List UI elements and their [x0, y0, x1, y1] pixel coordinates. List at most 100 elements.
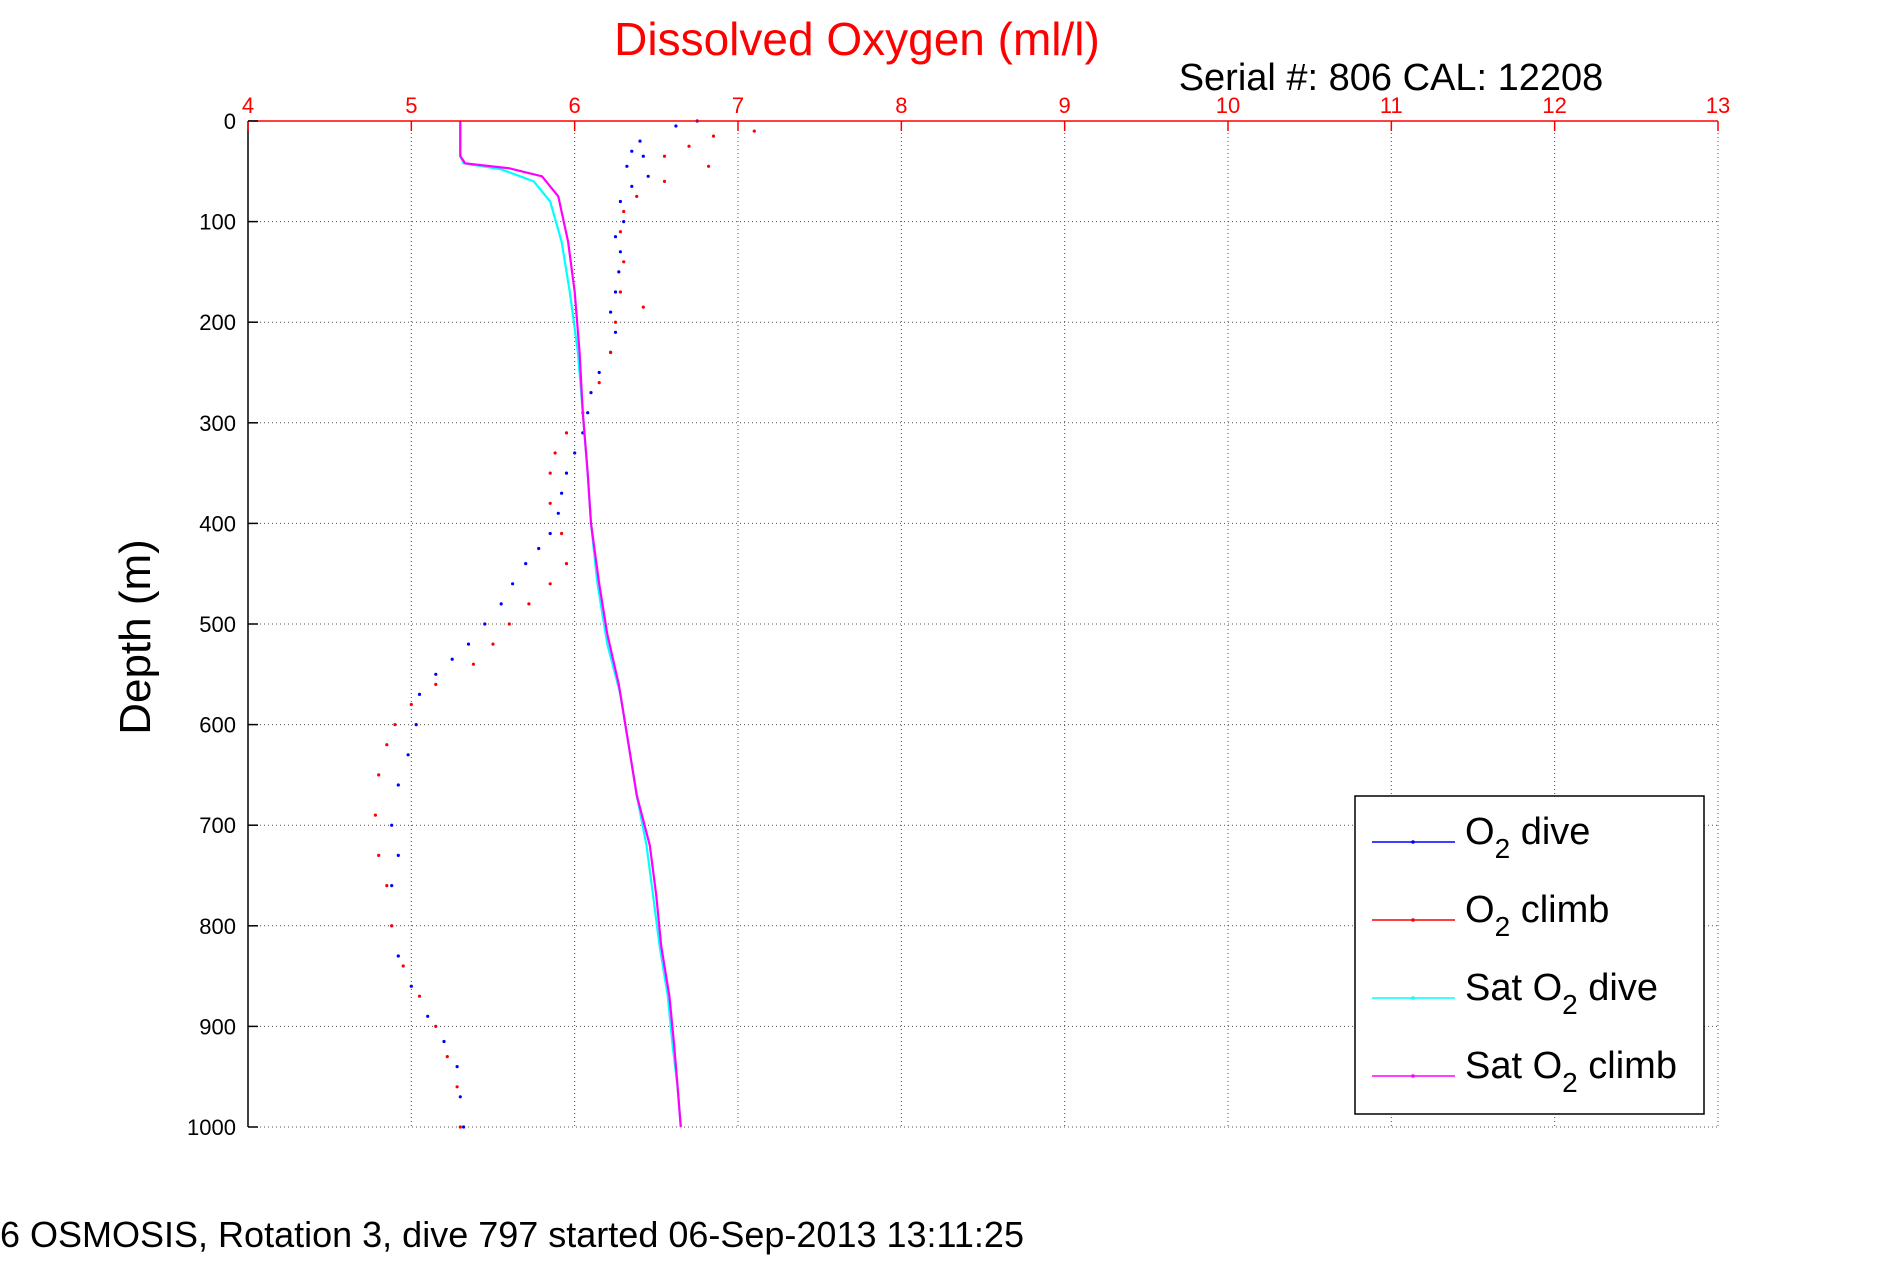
data-point	[507, 622, 511, 626]
legend: O2 dive O2 climb Sat O2 dive Sat O2 climb	[1354, 795, 1705, 1115]
data-point	[458, 1125, 462, 1129]
axes: 4 5 6 7 8 9 10 11 12 13 0 100 200 300 400 500 600 700 800 9…	[187, 93, 1730, 1140]
data-point	[434, 672, 438, 676]
data-point	[377, 853, 381, 858]
data-point	[613, 235, 618, 239]
data-point	[396, 783, 400, 787]
x-tick-label: 6	[569, 93, 581, 118]
data-point	[622, 209, 626, 214]
legend-marker	[1411, 996, 1415, 1000]
series-1	[373, 129, 756, 1129]
data-point	[385, 743, 389, 747]
data-point	[687, 144, 691, 148]
x-tick-label: 9	[1059, 93, 1071, 118]
footer-text: 6 OSMOSIS, Rotation 3, dive 797 started …	[0, 1214, 1024, 1255]
data-point	[445, 1055, 449, 1059]
data-point	[417, 692, 422, 697]
legend-entry: Sat O2 dive	[1372, 967, 1658, 1020]
data-point	[442, 1039, 446, 1044]
data-point	[618, 250, 623, 254]
data-point	[491, 642, 495, 646]
data-point	[434, 682, 438, 687]
data-point	[662, 179, 667, 183]
data-point	[548, 531, 552, 536]
data-point	[390, 884, 394, 888]
y-tick-label: 600	[199, 713, 236, 738]
data-point	[618, 230, 623, 234]
y-tick-label: 800	[199, 914, 236, 939]
serial-annotation: Serial #: 806 CAL: 12208	[1179, 57, 1604, 99]
y-tick-label: 200	[199, 310, 236, 335]
data-point	[613, 320, 618, 324]
data-point	[466, 642, 471, 646]
data-point	[622, 260, 626, 264]
data-point	[711, 134, 716, 138]
legend-label: Sat O2 climb	[1465, 1045, 1677, 1098]
data-point	[458, 1095, 462, 1099]
data-plot	[373, 119, 756, 1129]
data-point	[409, 984, 413, 988]
data-point	[471, 662, 475, 666]
data-point	[426, 1014, 430, 1018]
data-point	[564, 431, 569, 435]
data-point	[597, 381, 601, 385]
series-line	[459, 121, 682, 1128]
data-point	[455, 1085, 459, 1089]
x-tick-label: 4	[242, 93, 254, 118]
y-axis-label: Depth (m)	[111, 539, 160, 735]
x-tick-label: 11	[1380, 93, 1403, 118]
data-point	[510, 582, 515, 586]
data-point	[414, 723, 418, 727]
series-3	[459, 121, 682, 1128]
data-point	[548, 501, 552, 505]
data-point	[630, 184, 634, 188]
data-point	[462, 1125, 466, 1129]
data-point	[586, 411, 590, 415]
data-point	[396, 853, 400, 858]
x-tick-label: 13	[1706, 93, 1730, 118]
x-tick-label: 8	[895, 93, 907, 118]
data-point	[373, 813, 377, 817]
legend-marker	[1411, 1074, 1415, 1078]
legend-entry: O2 dive	[1372, 811, 1590, 864]
data-point	[385, 884, 389, 888]
data-point	[622, 220, 626, 224]
data-point	[613, 290, 618, 294]
data-point	[401, 964, 405, 968]
data-point	[409, 702, 413, 707]
y-tick-label: 0	[224, 109, 236, 134]
data-point	[625, 164, 629, 168]
x-tick-label: 12	[1542, 93, 1566, 118]
x-tick-label: 10	[1216, 93, 1240, 118]
data-point	[434, 1024, 438, 1028]
data-point	[617, 270, 621, 274]
legend-label: O2 climb	[1465, 889, 1609, 942]
data-point	[613, 330, 618, 334]
x-tick-label: 7	[732, 93, 744, 118]
data-point	[674, 124, 678, 128]
data-point	[597, 370, 601, 375]
y-tick-label: 900	[199, 1014, 236, 1039]
data-point	[641, 305, 645, 309]
legend-label: O2 dive	[1465, 811, 1590, 864]
data-point	[396, 954, 400, 958]
data-point	[537, 546, 541, 551]
data-point	[564, 562, 569, 566]
data-point	[390, 823, 394, 827]
y-tick-label: 100	[199, 210, 236, 235]
data-point	[406, 753, 410, 757]
data-point	[646, 174, 650, 178]
data-point	[609, 310, 613, 314]
data-point	[630, 149, 634, 153]
data-point	[450, 657, 454, 661]
data-point	[707, 164, 711, 168]
y-tick-label: 1000	[187, 1115, 236, 1140]
data-point	[638, 139, 642, 143]
data-point	[483, 622, 487, 626]
legend-marker	[1411, 840, 1415, 844]
data-point	[553, 451, 557, 455]
data-point	[564, 471, 569, 475]
data-point	[662, 154, 667, 158]
legend-label: Sat O2 dive	[1465, 967, 1658, 1020]
